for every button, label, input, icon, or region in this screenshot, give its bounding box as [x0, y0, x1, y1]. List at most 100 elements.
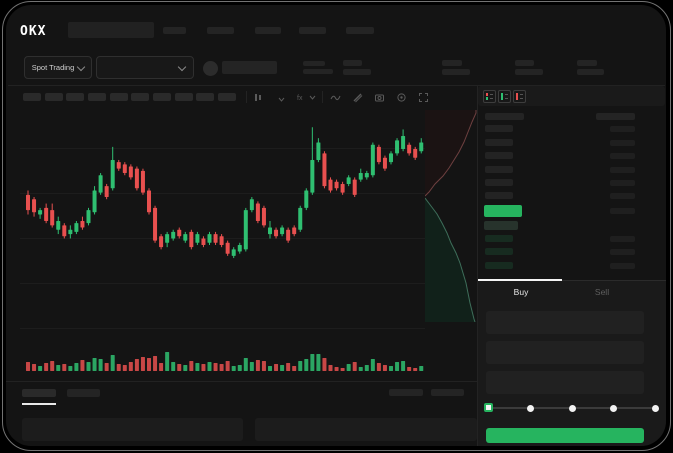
settings-icon[interactable] [396, 92, 407, 103]
last-price-amount [610, 208, 635, 214]
pair-logo-placeholder [203, 61, 218, 76]
bottom-action-2[interactable] [431, 389, 464, 396]
ask-row[interactable] [485, 192, 513, 199]
slider-stop-dot[interactable] [527, 404, 534, 412]
last-price-badge[interactable] [484, 205, 522, 217]
tab-bar-border [478, 280, 666, 281]
gridline [20, 328, 425, 329]
header-divider [8, 85, 665, 86]
gridline [20, 283, 425, 284]
ask-row[interactable] [485, 139, 513, 146]
fullscreen-icon[interactable] [418, 92, 429, 103]
ask-amount [610, 126, 635, 132]
chevron-down-icon [77, 62, 86, 71]
indicators-icon[interactable]: fx [296, 92, 316, 103]
price-input[interactable] [486, 311, 644, 334]
toolbar-divider [322, 91, 323, 103]
tab-buy[interactable]: Buy [513, 287, 529, 297]
bottom-action-1[interactable] [389, 389, 423, 396]
ask-row[interactable] [485, 125, 513, 132]
header-search-placeholder[interactable] [68, 22, 154, 38]
stat4-value-placeholder [577, 69, 604, 75]
line-tools-icon[interactable] [330, 92, 341, 103]
chevron-down-icon[interactable] [276, 94, 287, 105]
bottom-tab-active[interactable] [22, 389, 56, 397]
timeframe-button-7[interactable] [153, 93, 171, 101]
bid-amount [610, 236, 635, 242]
bid-amount [610, 263, 635, 269]
market-type-selector[interactable]: Spot Trading [24, 56, 92, 79]
stat4-label-placeholder [577, 60, 597, 66]
last-price-placeholder [303, 61, 325, 66]
ask-amount [610, 193, 635, 199]
depth-chart-svg [425, 110, 477, 322]
timeframe-button-8[interactable] [175, 93, 193, 101]
pair-name-placeholder [222, 61, 277, 74]
price-change-placeholder [303, 69, 333, 74]
tab-sell[interactable]: Sell [594, 287, 610, 297]
bid-row[interactable] [485, 248, 513, 255]
nav-item-5[interactable] [346, 27, 374, 34]
order-history-row-placeholder [255, 418, 477, 441]
okx-logo[interactable]: OKX [20, 24, 47, 39]
nav-item-3[interactable] [255, 27, 281, 34]
timeframe-button-5[interactable] [110, 93, 128, 101]
bid-row[interactable] [485, 235, 513, 242]
orderbook-view-asks-icon[interactable] [513, 90, 526, 103]
candle-style-icon[interactable] [253, 92, 264, 103]
total-input[interactable] [486, 371, 644, 394]
gridline [20, 148, 425, 149]
amount-input[interactable] [486, 341, 644, 364]
ask-amount [610, 167, 635, 173]
bottom-tab-underline [22, 403, 56, 405]
stat2-label-placeholder [442, 60, 462, 66]
orderbook-view-both-icon[interactable] [483, 90, 496, 103]
right-panel-divider [477, 86, 478, 446]
ask-amount [610, 140, 635, 146]
timeframe-button-1[interactable] [23, 93, 41, 101]
candlestick-svg[interactable] [20, 110, 430, 335]
bottom-tab-2[interactable] [67, 389, 100, 397]
screenshot-icon[interactable] [374, 92, 385, 103]
timeframe-button-9[interactable] [196, 93, 214, 101]
slider-stop-dot[interactable] [568, 404, 576, 412]
toolbar-divider [246, 91, 247, 103]
slider-stop-dot[interactable] [610, 404, 617, 412]
timeframe-button-4[interactable] [88, 93, 106, 101]
timeframe-button-2[interactable] [45, 93, 63, 101]
nav-item-1[interactable] [163, 27, 186, 34]
ask-amount [610, 153, 635, 159]
bid-row[interactable] [485, 262, 513, 269]
ask-amount [610, 180, 635, 186]
timeframe-button-10[interactable] [218, 93, 236, 101]
stat2-value-placeholder [442, 69, 470, 75]
ask-row[interactable] [485, 179, 513, 186]
slider-handle[interactable] [484, 403, 493, 412]
bid-amount [610, 249, 635, 255]
orderbook-amount-header-placeholder [596, 113, 635, 120]
svg-text:fx: fx [297, 95, 303, 102]
stat1-label-placeholder [343, 60, 362, 66]
ask-row[interactable] [485, 166, 513, 173]
bid-row[interactable] [484, 221, 518, 230]
ask-row[interactable] [485, 152, 513, 159]
orderbook-price-header-placeholder [485, 113, 524, 120]
bottom-panel-divider [6, 381, 477, 382]
device-screen: OKX Spot Trading [6, 5, 666, 446]
stat3-value-placeholder [515, 69, 543, 75]
volume-svg [26, 352, 424, 371]
nav-item-2[interactable] [207, 27, 234, 34]
orderbook-view-bids-icon[interactable] [498, 90, 511, 103]
buy-submit-button[interactable] [486, 428, 644, 443]
open-orders-row-placeholder [22, 418, 243, 441]
timeframe-button-3[interactable] [66, 93, 84, 101]
nav-item-4[interactable] [299, 27, 326, 34]
timeframe-button-6[interactable] [131, 93, 149, 101]
pair-selector[interactable] [96, 56, 194, 79]
buy-tab-indicator [478, 279, 562, 281]
gridline [20, 193, 425, 194]
draw-icon[interactable] [352, 92, 363, 103]
slider-stop-dot[interactable] [651, 404, 659, 412]
